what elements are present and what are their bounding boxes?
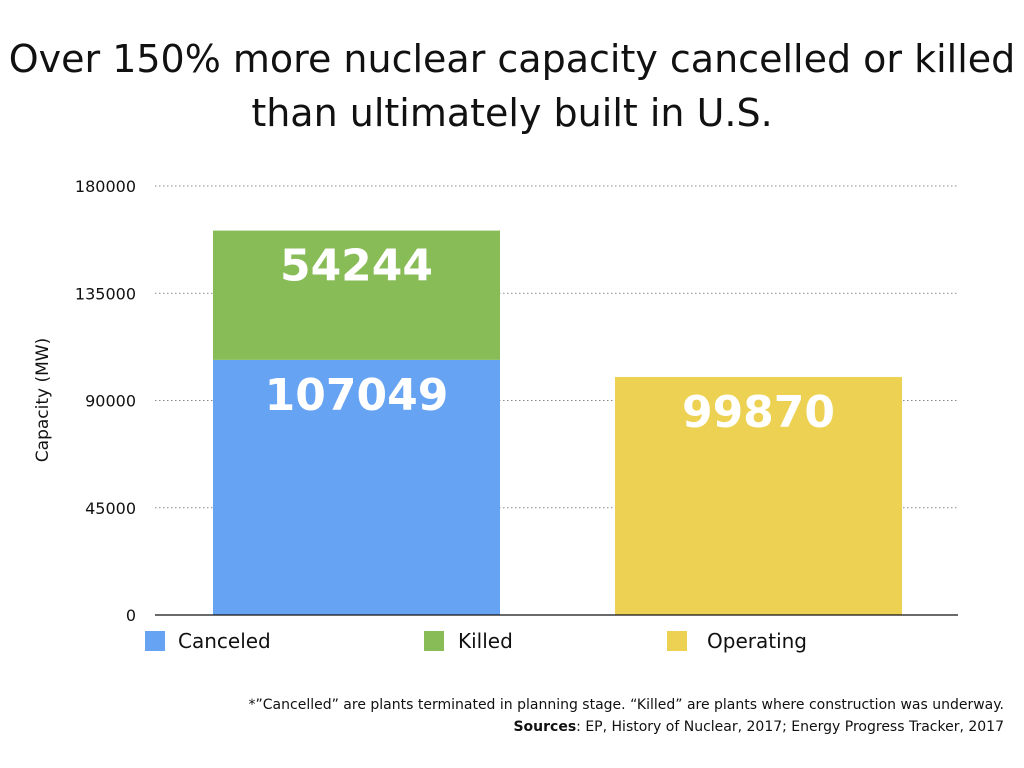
legend-label-operating: Operating <box>707 629 807 653</box>
legend-swatch-operating <box>667 631 687 651</box>
legend: Canceled Killed Operating <box>145 629 807 653</box>
bar-value-label: 54244 <box>280 241 433 292</box>
bar-segment-operating <box>615 376 902 615</box>
y-tick-label: 90000 <box>85 392 136 411</box>
bar-segment-killed <box>213 230 500 360</box>
y-tick-label: 0 <box>126 606 136 625</box>
sources-line: Sources: EP, History of Nuclear, 2017; E… <box>249 716 1004 738</box>
y-tick-label: 135000 <box>75 284 136 303</box>
legend-swatch-canceled <box>145 631 165 651</box>
legend-label-killed: Killed <box>458 629 513 653</box>
bar-value-label: 99870 <box>682 387 835 438</box>
bar-segment-canceled <box>213 359 500 615</box>
legend-swatch-killed <box>424 631 444 651</box>
footnote-definition: *”Cancelled” are plants terminated in pl… <box>248 697 1004 713</box>
footnotes: *”Cancelled” are plants terminated in pl… <box>249 694 1004 738</box>
sources-text: : EP, History of Nuclear, 2017; Energy P… <box>576 719 1004 735</box>
y-axis-label: Capacity (MW) <box>33 338 53 462</box>
sources-label: Sources <box>513 719 577 735</box>
y-tick-label: 45000 <box>85 499 136 518</box>
bar-value-label: 107049 <box>265 370 449 421</box>
legend-label-canceled: Canceled <box>178 629 271 653</box>
bars: 107049 54244 99870 <box>213 230 902 615</box>
chart-title-line-1: Over 150% more nuclear capacity cancelle… <box>8 37 1016 81</box>
y-axis-ticks: 0 45000 90000 135000 180000 <box>75 177 136 625</box>
y-tick-label: 180000 <box>75 177 136 196</box>
chart-title-line-2: than ultimately built in U.S. <box>251 91 773 135</box>
chart-title: Over 150% more nuclear capacity cancelle… <box>0 32 1024 140</box>
